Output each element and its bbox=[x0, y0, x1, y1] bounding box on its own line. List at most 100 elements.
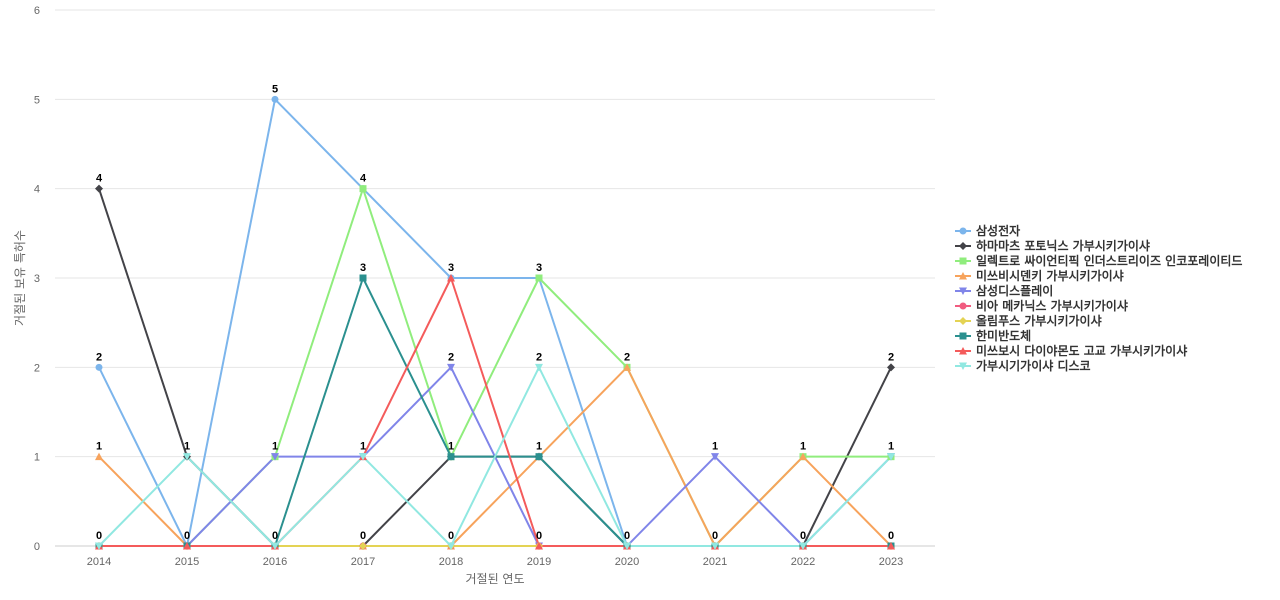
legend-label: 한미반도체 bbox=[976, 328, 1031, 343]
data-label: 5 bbox=[272, 83, 278, 95]
data-point bbox=[359, 542, 367, 550]
data-label: 3 bbox=[448, 262, 454, 274]
x-tick-label: 2019 bbox=[527, 556, 551, 568]
data-label: 0 bbox=[360, 530, 366, 542]
legend-swatch-marker bbox=[959, 317, 967, 325]
data-label: 0 bbox=[272, 530, 278, 542]
x-tick-label: 2023 bbox=[879, 556, 903, 568]
y-axis-title: 거절된 보유 특허수 bbox=[13, 230, 27, 326]
legend-item[interactable]: 하마마츠 포토닉스 가부시키가이샤 bbox=[955, 238, 1150, 253]
x-tick-label: 2022 bbox=[791, 556, 815, 568]
y-tick-label: 0 bbox=[34, 541, 40, 553]
legend-label: 가부시기가이샤 디스코 bbox=[976, 358, 1091, 373]
legend-item[interactable]: 올림푸스 가부시키가이샤 bbox=[955, 313, 1102, 328]
data-label: 0 bbox=[96, 530, 102, 542]
data-point bbox=[95, 363, 103, 371]
x-axis-title: 거절된 연도 bbox=[465, 572, 524, 586]
data-point bbox=[271, 95, 279, 103]
data-label: 2 bbox=[624, 351, 630, 363]
x-tick-label: 2020 bbox=[615, 556, 639, 568]
y-tick-label: 4 bbox=[34, 184, 40, 196]
x-tick-label: 2018 bbox=[439, 556, 463, 568]
legend-item[interactable]: 미쓰비시덴키 가부시키가이샤 bbox=[955, 268, 1124, 283]
data-label: 1 bbox=[712, 441, 718, 453]
legend-swatch-marker bbox=[959, 257, 967, 265]
legend-label: 삼성전자 bbox=[976, 223, 1020, 238]
data-point bbox=[359, 453, 367, 461]
x-axis-ticks: 2014 2015 2016 2017 2018 2019 2020 2021 2022 2023 bbox=[87, 556, 903, 568]
y-axis-ticks: 0 1 2 3 4 5 6 bbox=[34, 5, 40, 553]
data-label: 2 bbox=[888, 351, 894, 363]
legend-item[interactable]: 한미반도체 bbox=[955, 328, 1031, 343]
series-lines bbox=[98, 98, 892, 547]
legend-item[interactable]: 삼성디스플레이 bbox=[955, 283, 1053, 298]
data-label: 1 bbox=[536, 441, 542, 453]
legend-item[interactable]: 미쓰보시 다이야몬도 고교 가부시키가이샤 bbox=[955, 343, 1187, 358]
legend-label: 미쓰보시 다이야몬도 고교 가부시키가이샤 bbox=[976, 343, 1187, 358]
legend-label: 일렉트로 싸이언티픽 인더스트리이즈 인코포레이티드 bbox=[976, 253, 1242, 268]
legend-item[interactable]: 삼성전자 bbox=[955, 223, 1020, 238]
x-tick-label: 2015 bbox=[175, 556, 199, 568]
series-line bbox=[99, 277, 891, 547]
data-point bbox=[887, 363, 895, 372]
data-point bbox=[623, 363, 631, 371]
data-label: 2 bbox=[448, 351, 454, 363]
series-line bbox=[98, 98, 891, 547]
data-point bbox=[447, 453, 455, 461]
legend-label: 올림푸스 가부시키가이샤 bbox=[976, 313, 1102, 328]
y-tick-label: 1 bbox=[34, 452, 40, 464]
legend-label: 하마마츠 포토닉스 가부시키가이샤 bbox=[976, 238, 1150, 253]
legend-label: 비아 메카닉스 가부시키가이샤 bbox=[976, 298, 1128, 313]
data-label: 0 bbox=[184, 530, 190, 542]
data-point bbox=[447, 363, 455, 372]
data-point bbox=[535, 363, 543, 372]
data-point bbox=[535, 274, 543, 282]
legend-item[interactable]: 비아 메카닉스 가부시키가이샤 bbox=[955, 298, 1128, 313]
data-label: 1 bbox=[448, 441, 454, 453]
data-point bbox=[95, 542, 103, 550]
series-markers bbox=[95, 95, 895, 550]
legend-swatch-marker bbox=[959, 272, 967, 280]
data-label: 4 bbox=[360, 173, 367, 185]
y-tick-label: 2 bbox=[34, 362, 40, 374]
data-label: 0 bbox=[800, 530, 806, 542]
data-label: 0 bbox=[712, 530, 718, 542]
data-point bbox=[887, 453, 895, 461]
data-label: 2 bbox=[536, 351, 542, 363]
x-tick-label: 2021 bbox=[703, 556, 727, 568]
data-label: 0 bbox=[536, 530, 542, 542]
data-label: 1 bbox=[360, 441, 366, 453]
y-tick-label: 3 bbox=[34, 273, 40, 285]
legend-swatch-marker bbox=[959, 302, 967, 310]
data-point bbox=[183, 453, 191, 461]
data-label: 0 bbox=[624, 530, 630, 542]
data-label: 3 bbox=[536, 262, 542, 274]
legend-swatch-marker bbox=[959, 227, 967, 235]
series-line bbox=[98, 366, 892, 547]
data-point bbox=[271, 453, 279, 461]
legend-swatch-marker bbox=[959, 362, 967, 370]
legend-item[interactable]: 일렉트로 싸이언티픽 인더스트리이즈 인코포레이티드 bbox=[955, 253, 1242, 268]
data-point bbox=[95, 184, 103, 193]
y-tick-label: 6 bbox=[34, 5, 40, 17]
data-point bbox=[711, 453, 719, 461]
data-point bbox=[887, 542, 895, 550]
data-label: 1 bbox=[800, 441, 806, 453]
x-tick-label: 2014 bbox=[87, 556, 111, 568]
data-label: 0 bbox=[448, 530, 454, 542]
data-point bbox=[183, 542, 191, 550]
data-point bbox=[535, 542, 543, 550]
legend-swatch-marker bbox=[959, 287, 967, 295]
y-tick-label: 5 bbox=[34, 94, 40, 106]
x-tick-label: 2017 bbox=[351, 556, 375, 568]
data-label: 2 bbox=[96, 351, 102, 363]
legend-item[interactable]: 가부시기가이샤 디스코 bbox=[955, 358, 1091, 373]
data-point bbox=[359, 185, 367, 193]
data-point bbox=[711, 542, 719, 550]
data-point bbox=[359, 274, 367, 282]
data-point bbox=[799, 542, 807, 550]
data-label: 1 bbox=[888, 441, 894, 453]
